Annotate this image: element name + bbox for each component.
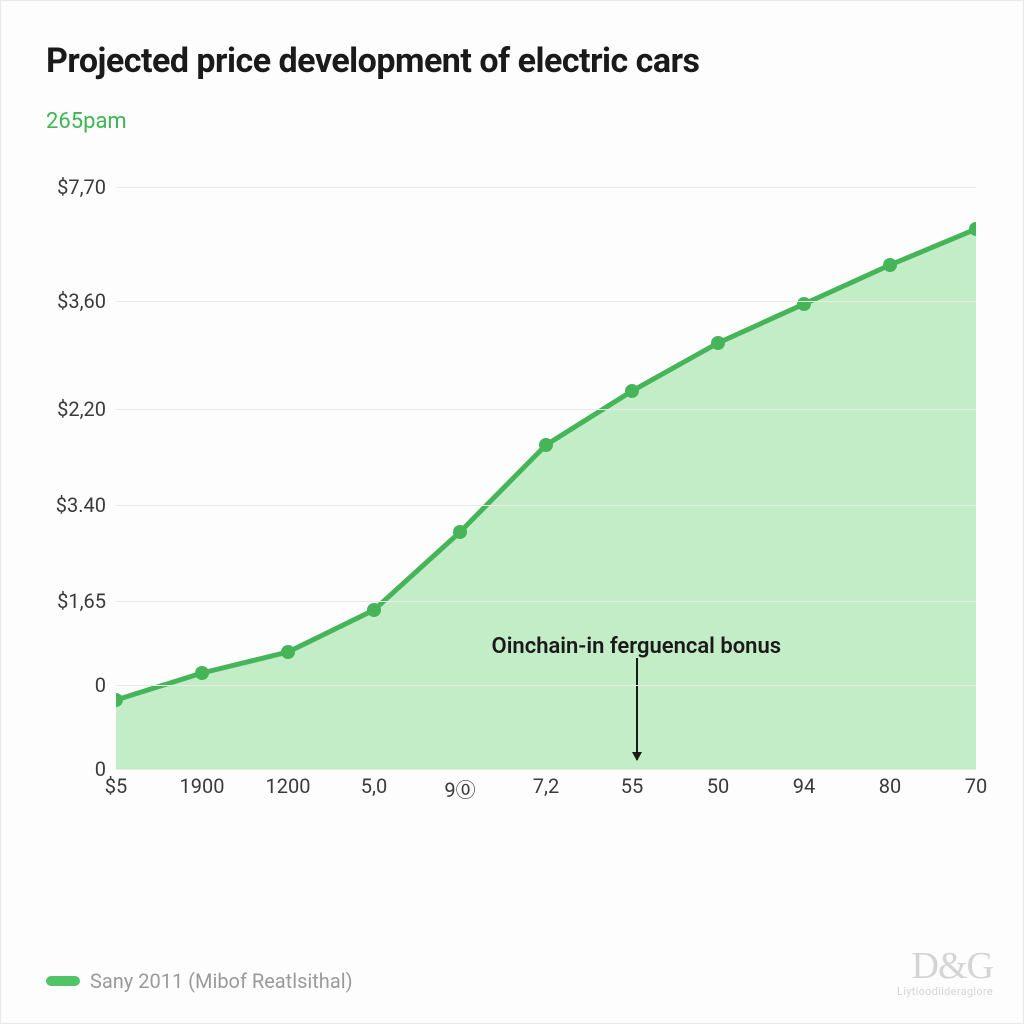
- x-tick-label: 9⓪: [444, 774, 475, 803]
- x-tick-label: 94: [793, 774, 815, 798]
- plot-area: Oinchain-in ferguencal bonus: [116, 169, 976, 769]
- grid-line: [116, 769, 976, 770]
- data-point-marker: [883, 258, 897, 272]
- x-tick-label: 7,2: [533, 774, 559, 798]
- grid-line: [116, 505, 976, 506]
- annotation-arrow: [636, 658, 638, 760]
- chart-area: $7,70$3,60$2,20$3.40$1,6500 Oinchain-in …: [46, 169, 976, 849]
- chart-container: Projected price development of electric …: [1, 1, 1023, 1023]
- grid-line: [116, 187, 976, 188]
- data-point-marker: [367, 603, 381, 617]
- y-axis: $7,70$3,60$2,20$3.40$1,6500: [46, 169, 116, 769]
- chart-subtitle: 265pam: [46, 109, 993, 134]
- data-point-marker: [711, 336, 725, 350]
- data-point-marker: [539, 438, 553, 452]
- grid-line: [116, 409, 976, 410]
- legend-label: Sany 2011 (Mibof Reatlsithal): [90, 969, 353, 993]
- y-tick-label: $3.40: [56, 493, 106, 517]
- x-tick-label: 55: [621, 774, 643, 798]
- y-tick-label: $1,65: [57, 589, 106, 613]
- data-point-marker: [453, 525, 467, 539]
- chart-title: Projected price development of electric …: [46, 41, 993, 81]
- legend-swatch: [46, 976, 80, 986]
- annotation-label: Oinchain-in ferguencal bonus: [492, 634, 782, 659]
- brand-logo-text: D&G: [897, 947, 993, 985]
- grid-line: [116, 301, 976, 302]
- data-point-marker: [797, 297, 811, 311]
- brand-logo-subtext: Liytloodiideraglore: [897, 985, 993, 998]
- area-fill: [116, 229, 976, 769]
- area-chart-svg: [116, 169, 976, 769]
- data-point-marker: [195, 666, 209, 680]
- x-axis: $5190012005,09⓪7,25550948070: [116, 774, 976, 804]
- data-point-marker: [625, 384, 639, 398]
- x-tick-label: 80: [879, 774, 901, 798]
- data-point-marker: [281, 645, 295, 659]
- x-tick-label: 1200: [266, 774, 311, 798]
- grid-line: [116, 601, 976, 602]
- y-tick-label: $2,20: [57, 397, 106, 421]
- x-tick-label: 50: [707, 774, 729, 798]
- y-tick-label: $3,60: [57, 289, 106, 313]
- legend: Sany 2011 (Mibof Reatlsithal): [46, 969, 353, 993]
- brand-logo: D&G Liytloodiideraglore: [897, 947, 993, 998]
- x-tick-label: 70: [965, 774, 987, 798]
- x-tick-label: $5: [105, 774, 127, 798]
- y-tick-label: $7,70: [57, 175, 106, 199]
- x-tick-label: 1900: [180, 774, 225, 798]
- x-tick-label: 5,0: [361, 774, 387, 798]
- y-tick-label: 0: [95, 673, 106, 697]
- grid-line: [116, 685, 976, 686]
